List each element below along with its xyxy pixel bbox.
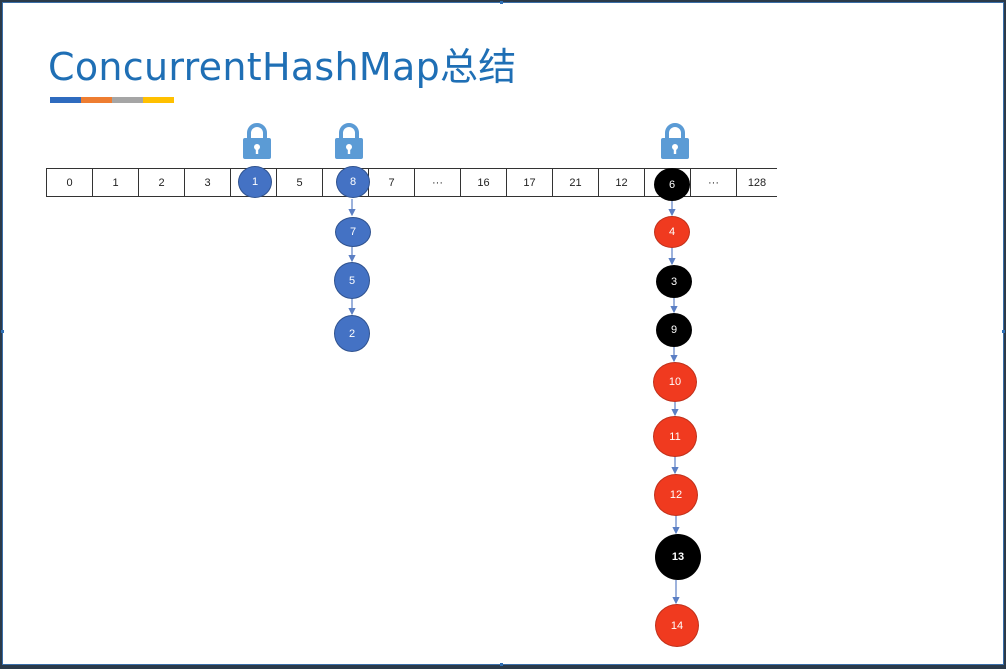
array-cell: 2 <box>138 169 184 196</box>
accent-segment-blue <box>50 97 81 103</box>
padlock-icon <box>335 123 363 159</box>
padlock-icon <box>661 123 689 159</box>
array-cell <box>644 169 690 196</box>
tree-node-red: 14 <box>655 604 699 647</box>
array-cell: 7 <box>368 169 414 196</box>
title-accent-bar <box>50 97 174 103</box>
array-cell: 1 <box>92 169 138 196</box>
tree-node-black: 3 <box>656 265 692 298</box>
selection-handle <box>1 330 4 333</box>
array-cell <box>230 169 276 196</box>
array-cell <box>322 169 368 196</box>
array-cell: ··· <box>690 169 736 196</box>
array-cell: 128 <box>736 169 777 196</box>
hash-table-array: 0 1 2 3 5 7 ··· 16 17 21 12 ··· 128 <box>46 168 777 197</box>
array-cell: 21 <box>552 169 598 196</box>
array-cell: 0 <box>46 169 92 196</box>
array-cell: 12 <box>598 169 644 196</box>
array-cell: ··· <box>414 169 460 196</box>
tree-node-red: 12 <box>654 474 698 516</box>
list-node: 5 <box>334 262 370 299</box>
tree-node-red: 10 <box>653 362 697 402</box>
array-cell: 3 <box>184 169 230 196</box>
tree-node-black: 13 <box>655 534 701 580</box>
accent-segment-gray <box>112 97 143 103</box>
accent-segment-orange <box>81 97 112 103</box>
list-node: 8 <box>336 166 370 198</box>
tree-node-red: 4 <box>654 216 690 248</box>
selection-handle <box>500 663 503 666</box>
list-node: 2 <box>334 315 370 352</box>
bucket-node: 1 <box>238 166 272 198</box>
slide-title: ConcurrentHashMap总结 <box>48 45 517 89</box>
list-node: 7 <box>335 217 371 247</box>
array-cell: 17 <box>506 169 552 196</box>
array-cell: 16 <box>460 169 506 196</box>
tree-node-red: 11 <box>653 416 697 457</box>
array-cell: 5 <box>276 169 322 196</box>
tree-node-black: 9 <box>656 313 692 347</box>
selection-handle <box>1002 330 1005 333</box>
tree-node-black: 6 <box>654 168 690 201</box>
selection-handle <box>500 1 503 4</box>
accent-segment-yellow <box>143 97 174 103</box>
padlock-icon <box>243 123 271 159</box>
